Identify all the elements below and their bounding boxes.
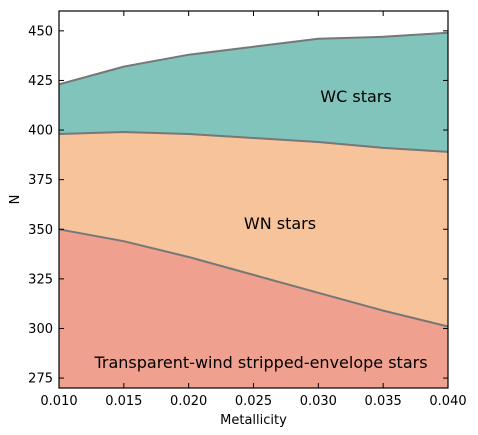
y-tick-label: 325 <box>28 272 53 287</box>
y-tick-label: 275 <box>28 372 53 387</box>
boundary-lines <box>58 31 449 328</box>
area-wn-stars <box>59 132 448 327</box>
x-axis-ticks: 0.010 0.015 0.020 0.025 0.030 0.035 0.040 <box>40 11 467 409</box>
x-tick-label: 0.040 <box>429 394 466 409</box>
y-tick-label: 300 <box>28 322 53 337</box>
y-tick-label: 400 <box>28 124 53 139</box>
x-tick-label: 0.010 <box>40 394 77 409</box>
y-tick-label: 375 <box>28 173 53 188</box>
y-axis-label: N <box>8 195 23 205</box>
x-tick-label: 0.030 <box>300 394 337 409</box>
region-label-wn: WN stars <box>244 214 316 233</box>
y-axis-ticks: 275 300 325 350 375 400 425 450 <box>28 24 448 387</box>
y-tick-label: 350 <box>28 223 53 238</box>
x-tick-label: 0.025 <box>235 394 272 409</box>
x-tick-label: 0.035 <box>365 394 402 409</box>
boundary-line-wn-stars <box>58 130 449 153</box>
region-label-stripped: Transparent-wind stripped-envelope stars <box>93 353 427 372</box>
x-tick-label: 0.015 <box>105 394 142 409</box>
x-tick-label: 0.020 <box>170 394 207 409</box>
region-label-wc: WC stars <box>320 87 391 106</box>
area-wc-stars <box>59 32 448 152</box>
x-axis-label: Metallicity <box>220 413 287 428</box>
boundary-line-transparent-wind-stripped-envelope-stars <box>58 228 449 328</box>
y-tick-label: 450 <box>28 24 53 39</box>
area-layer <box>59 32 448 388</box>
area-transparent-wind-stripped-envelope-stars <box>59 229 448 388</box>
boundary-line-wc-stars <box>58 31 449 86</box>
y-tick-label: 425 <box>28 74 53 89</box>
